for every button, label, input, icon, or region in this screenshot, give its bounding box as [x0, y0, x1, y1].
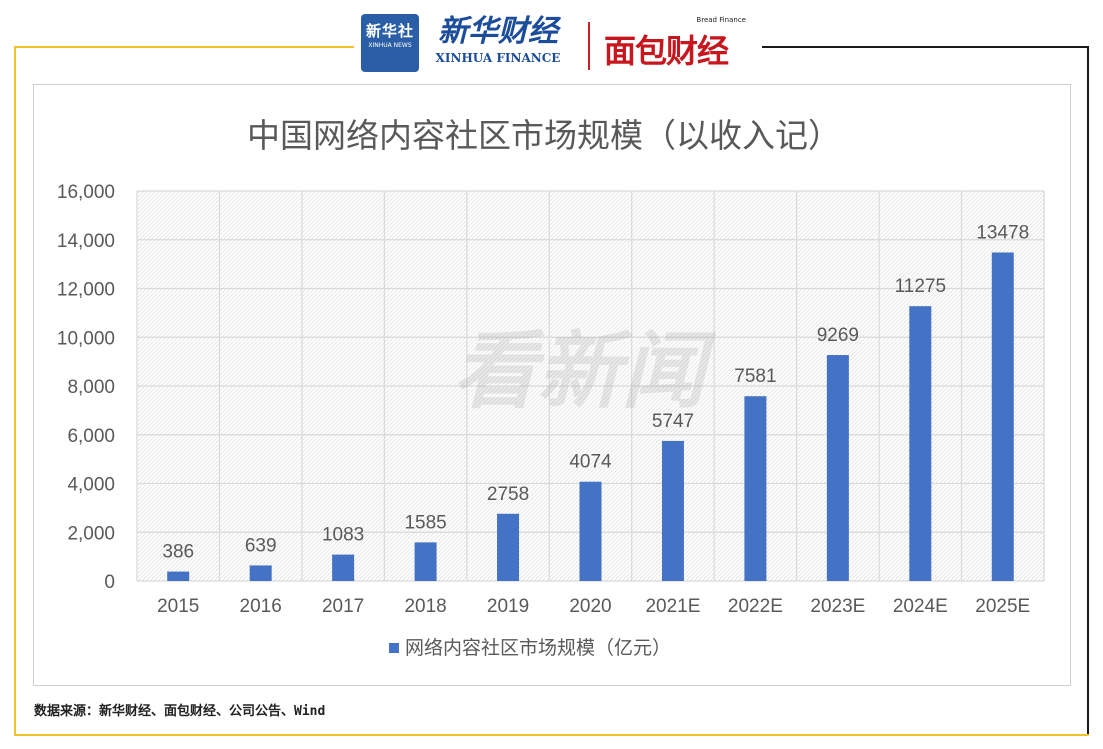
data-label: 1083 [322, 525, 364, 546]
x-tick-label: 2018 [404, 596, 446, 617]
xinhuashe-logo-cn: 新华社 [365, 22, 414, 40]
x-axis-ticks: 2015 2016 2017 2018 2019 2020 2021E 2022E 2023E 2… [157, 596, 1030, 617]
frame-right-rule [1087, 46, 1089, 736]
bar-chart: 中国网络内容社区市场规模（以收入记） 看新闻 0 2,000 4,000 6,000 8… [57, 117, 1045, 659]
data-label: 5747 [652, 411, 694, 432]
bar [579, 481, 602, 581]
xinhua-finance-logo-en: XINHUA FINANCE [435, 51, 561, 65]
bars [167, 252, 1014, 581]
frame-bottom-rule [14, 734, 1089, 736]
xinhua-finance-logo: 新华财经 XINHUA FINANCE [428, 14, 568, 74]
y-tick-label: 6,000 [67, 426, 115, 447]
data-label: 2758 [487, 484, 529, 505]
legend: 网络内容社区市场规模（亿元） [389, 637, 671, 659]
logo-separator [588, 22, 590, 70]
legend-label: 网络内容社区市场规模（亿元） [405, 637, 671, 659]
frame-left-rule [14, 46, 16, 736]
y-tick-label: 8,000 [67, 377, 115, 398]
watermark: 看新闻 [453, 322, 716, 420]
top-yellow-rule [14, 46, 354, 48]
data-label: 4074 [569, 452, 612, 473]
bar [661, 440, 684, 581]
bar [991, 252, 1014, 581]
x-tick-label: 2021E [645, 596, 700, 617]
bar [497, 513, 520, 581]
x-tick-label: 2017 [322, 596, 364, 617]
bar [167, 571, 190, 581]
y-tick-label: 12,000 [57, 280, 115, 301]
y-tick-label: 16,000 [57, 182, 115, 203]
y-tick-label: 4,000 [67, 475, 115, 496]
xinhua-finance-logo-cn: 新华财经 [438, 14, 558, 49]
chart-panel: 中国网络内容社区市场规模（以收入记） 看新闻 0 2,000 4,000 6,000 8… [33, 84, 1071, 686]
data-labels: 386 639 1083 1585 2758 4074 5747 7581 9269 11275 1… [162, 222, 1029, 562]
xinhuashe-logo: 新华社 XINHUA NEWS [361, 14, 419, 72]
x-tick-label: 2024E [893, 596, 948, 617]
data-label: 11275 [895, 276, 946, 297]
bar [249, 565, 272, 581]
x-tick-label: 2015 [157, 596, 199, 617]
y-axis-ticks: 0 2,000 4,000 6,000 8,000 10,000 12,000 14,000 1… [57, 182, 115, 593]
x-tick-label: 2023E [810, 596, 865, 617]
data-label: 639 [245, 535, 277, 556]
bar [414, 542, 437, 581]
source-note: 数据来源：新华财经、面包财经、公司公告、Wind [34, 704, 326, 719]
xinhuashe-logo-en: XINHUA NEWS [368, 42, 412, 49]
x-tick-label: 2025E [975, 596, 1030, 617]
data-label: 386 [162, 542, 194, 563]
bar [332, 554, 355, 581]
chart-title: 中国网络内容社区市场规模（以收入记） [247, 117, 841, 154]
x-tick-label: 2019 [487, 596, 529, 617]
data-label: 13478 [976, 222, 1029, 243]
y-tick-label: 2,000 [67, 523, 115, 544]
bar [826, 355, 849, 581]
top-black-rule [762, 46, 1088, 48]
data-label: 7581 [734, 366, 776, 387]
x-tick-label: 2022E [728, 596, 783, 617]
y-tick-label: 14,000 [57, 231, 115, 252]
bread-finance-logo-cn: 面包财经 [604, 32, 729, 70]
bar [744, 396, 767, 581]
bar [909, 306, 932, 581]
bread-finance-logo: Bread Finance 面包财经 [604, 16, 754, 72]
legend-swatch [389, 643, 399, 653]
x-tick-label: 2020 [569, 596, 611, 617]
y-tick-label: 0 [104, 572, 115, 593]
data-label: 9269 [817, 325, 859, 346]
bread-finance-logo-en: Bread Finance [696, 16, 746, 24]
data-label: 1585 [404, 512, 446, 533]
y-tick-label: 10,000 [57, 328, 115, 349]
x-tick-label: 2016 [240, 596, 282, 617]
